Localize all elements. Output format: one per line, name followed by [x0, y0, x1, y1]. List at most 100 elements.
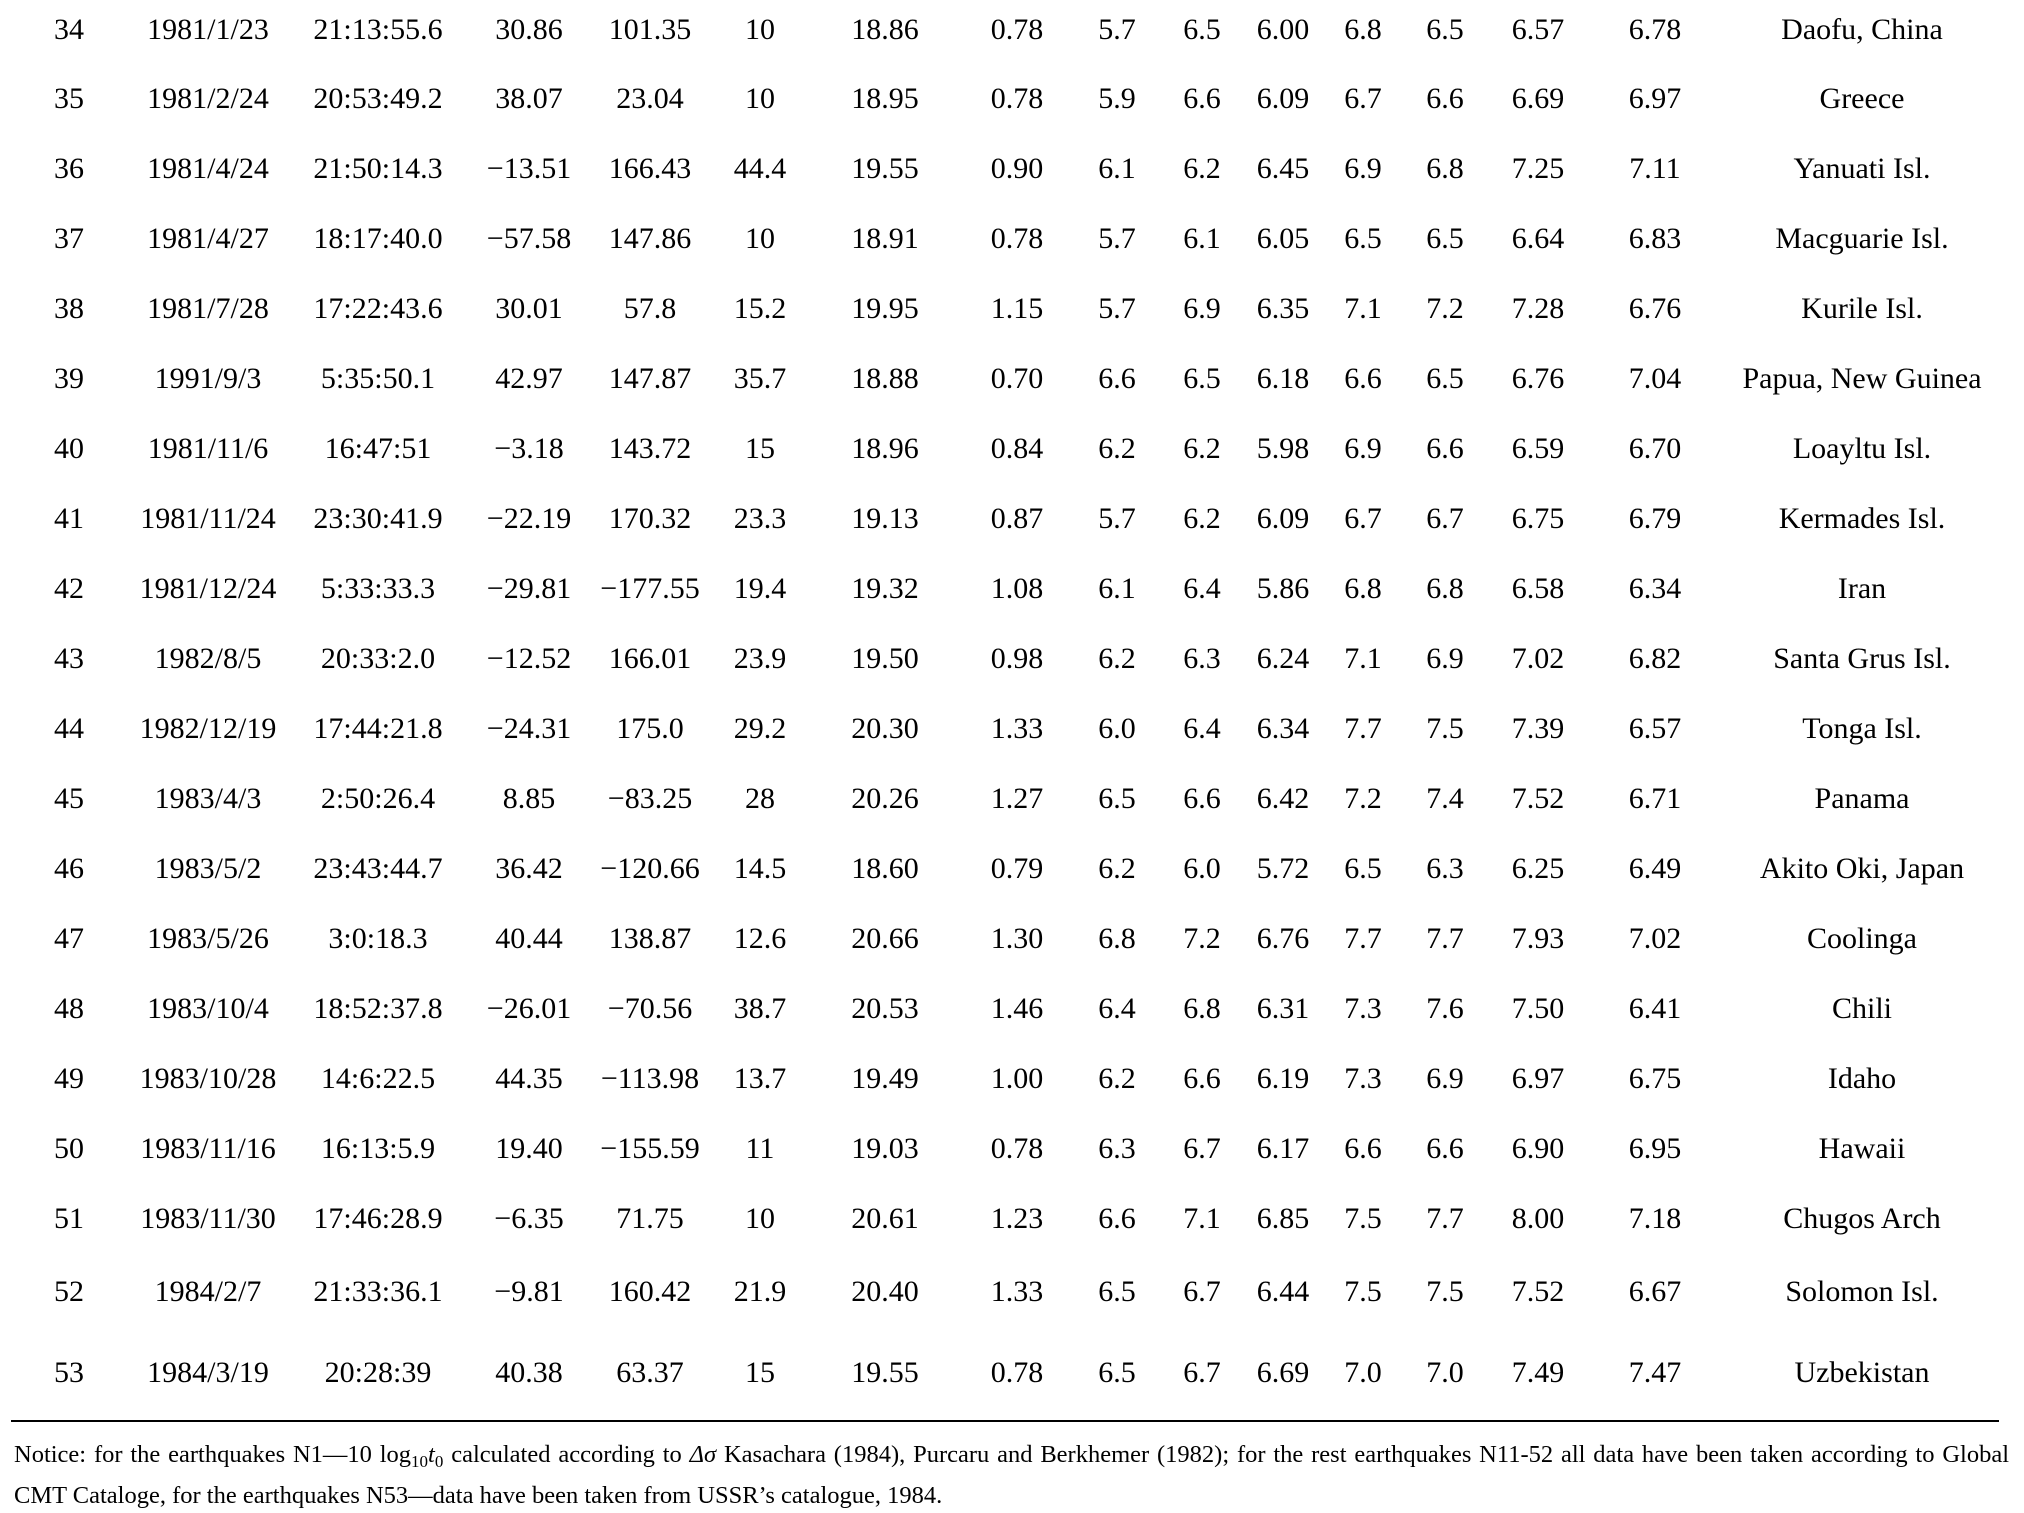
cell-date: 1981/7/28 — [147, 292, 269, 325]
cell-value-7: 7.25 — [1511, 152, 1565, 185]
cell-value-6: 6.6 — [1426, 1132, 1464, 1165]
cell-value-1: 1.46 — [990, 992, 1044, 1025]
cell-value-3: 6.7 — [1183, 1132, 1221, 1165]
cell-longitude: 101.35 — [608, 13, 692, 46]
cell-region: Uzbekistan — [1794, 1356, 1930, 1389]
cell-value-8: 7.11 — [1629, 152, 1681, 185]
cell-value-5: 6.9 — [1344, 432, 1382, 465]
cell-value-8: 6.78 — [1628, 13, 1682, 46]
cell-value-5: 6.6 — [1344, 1132, 1382, 1165]
cell-event-number: 45 — [54, 782, 84, 815]
table-row: 34 1981/1/23 21:13:55.6 30.86 101.35 10 18.86 0… — [0, 0, 2024, 60]
cell-longitude: −120.66 — [600, 852, 700, 885]
cell-log-m0: 19.49 — [851, 1062, 919, 1095]
cell-value-7: 6.90 — [1511, 1132, 1565, 1165]
cell-event-number: 43 — [54, 642, 84, 675]
cell-region: Panama — [1814, 782, 1910, 815]
cell-value-6: 7.7 — [1426, 922, 1464, 955]
table-row: 44 1982/12/19 17:44:21.8 −24.31 175.0 29.2 20.… — [0, 699, 2024, 759]
cell-value-6: 6.3 — [1426, 852, 1464, 885]
table-row: 46 1983/5/2 23:43:44.7 36.42 −120.66 14.5 18.6… — [0, 839, 2024, 899]
cell-event-number: 37 — [54, 222, 84, 255]
cell-value-8: 6.97 — [1628, 82, 1682, 115]
cell-value-1: 0.79 — [990, 852, 1044, 885]
cell-longitude: 147.87 — [608, 362, 692, 395]
cell-region: Kermades Isl. — [1778, 502, 1946, 535]
cell-value-2: 5.7 — [1098, 222, 1136, 255]
cell-value-7: 6.75 — [1511, 502, 1565, 535]
cell-event-number: 40 — [54, 432, 84, 465]
cell-region: Greece — [1819, 82, 1905, 115]
cell-event-number: 41 — [54, 502, 84, 535]
cell-value-4: 6.31 — [1256, 992, 1310, 1025]
cell-value-8: 7.18 — [1628, 1202, 1682, 1235]
cell-date: 1983/11/30 — [140, 1202, 276, 1235]
cell-value-2: 5.7 — [1098, 502, 1136, 535]
cell-time: 5:33:33.3 — [320, 572, 436, 605]
table-row: 50 1983/11/16 16:13:5.9 19.40 −155.59 11 19.03… — [0, 1119, 2024, 1179]
cell-log-m0: 18.88 — [851, 362, 919, 395]
cell-time: 20:53:49.2 — [313, 82, 443, 115]
cell-region: Chugos Arch — [1783, 1202, 1941, 1235]
cell-longitude: −113.98 — [600, 1062, 700, 1095]
cell-value-5: 7.2 — [1344, 782, 1382, 815]
cell-time: 18:17:40.0 — [313, 222, 443, 255]
cell-value-1: 1.30 — [990, 922, 1044, 955]
cell-value-5: 6.8 — [1344, 13, 1382, 46]
table-row: 45 1983/4/3 2:50:26.4 8.85 −83.25 28 20.26 1.27… — [0, 769, 2024, 829]
cell-value-2: 6.6 — [1098, 362, 1136, 395]
cell-value-4: 6.42 — [1256, 782, 1310, 815]
cell-value-4: 6.69 — [1256, 1356, 1310, 1389]
cell-value-1: 0.78 — [990, 82, 1044, 115]
cell-time: 5:35:50.1 — [320, 362, 436, 395]
cell-value-8: 6.76 — [1628, 292, 1682, 325]
cell-value-2: 6.2 — [1098, 1062, 1136, 1095]
cell-value-2: 6.2 — [1098, 642, 1136, 675]
cell-latitude: −12.52 — [486, 642, 572, 675]
cell-value-2: 6.5 — [1098, 1356, 1136, 1389]
cell-value-8: 6.34 — [1628, 572, 1682, 605]
cell-value-3: 6.4 — [1183, 712, 1221, 745]
cell-value-8: 6.57 — [1628, 712, 1682, 745]
table-row: 48 1983/10/4 18:52:37.8 −26.01 −70.56 38.7 20.… — [0, 979, 2024, 1039]
cell-value-3: 7.2 — [1183, 922, 1221, 955]
cell-value-8: 6.67 — [1628, 1275, 1682, 1308]
cell-value-7: 6.97 — [1511, 1062, 1565, 1095]
cell-value-3: 6.4 — [1183, 572, 1221, 605]
cell-log-m0: 18.96 — [851, 432, 919, 465]
cell-longitude: 57.8 — [623, 292, 677, 325]
cell-value-6: 7.2 — [1426, 292, 1464, 325]
cell-longitude: 23.04 — [616, 82, 684, 115]
cell-value-1: 0.70 — [990, 362, 1044, 395]
cell-value-3: 6.7 — [1183, 1275, 1221, 1308]
cell-longitude: 166.43 — [608, 152, 692, 185]
cell-value-4: 6.18 — [1256, 362, 1310, 395]
footnote-subscript-10: 10 — [411, 1452, 429, 1471]
table-row: 43 1982/8/5 20:33:2.0 −12.52 166.01 23.9 19.50… — [0, 629, 2024, 689]
cell-depth: 11 — [745, 1132, 775, 1165]
cell-depth: 35.7 — [733, 362, 787, 395]
cell-value-6: 7.6 — [1426, 992, 1464, 1025]
table-row: 49 1983/10/28 14:6:22.5 44.35 −113.98 13.7 19.… — [0, 1049, 2024, 1109]
cell-value-2: 6.2 — [1098, 432, 1136, 465]
cell-date: 1982/8/5 — [154, 642, 262, 675]
cell-value-8: 6.41 — [1628, 992, 1682, 1025]
cell-value-3: 6.2 — [1183, 432, 1221, 465]
cell-time: 21:50:14.3 — [313, 152, 443, 185]
cell-value-3: 6.2 — [1183, 152, 1221, 185]
cell-value-2: 6.0 — [1098, 712, 1136, 745]
cell-region: Chili — [1831, 992, 1892, 1025]
cell-value-2: 5.7 — [1098, 292, 1136, 325]
cell-value-3: 6.7 — [1183, 1356, 1221, 1389]
cell-depth: 21.9 — [733, 1275, 787, 1308]
cell-date: 1983/4/3 — [154, 782, 262, 815]
table-row: 51 1983/11/30 17:46:28.9 −6.35 71.75 10 20.61 1… — [0, 1189, 2024, 1249]
cell-value-6: 6.5 — [1426, 13, 1464, 46]
cell-log-m0: 19.50 — [851, 642, 919, 675]
table-row: 41 1981/11/24 23:30:41.9 −22.19 170.32 23.3 19… — [0, 489, 2024, 549]
cell-value-4: 6.44 — [1256, 1275, 1310, 1308]
cell-time: 21:33:36.1 — [313, 1275, 443, 1308]
cell-value-4: 6.45 — [1256, 152, 1310, 185]
cell-time: 17:22:43.6 — [313, 292, 443, 325]
cell-value-5: 6.5 — [1344, 852, 1382, 885]
